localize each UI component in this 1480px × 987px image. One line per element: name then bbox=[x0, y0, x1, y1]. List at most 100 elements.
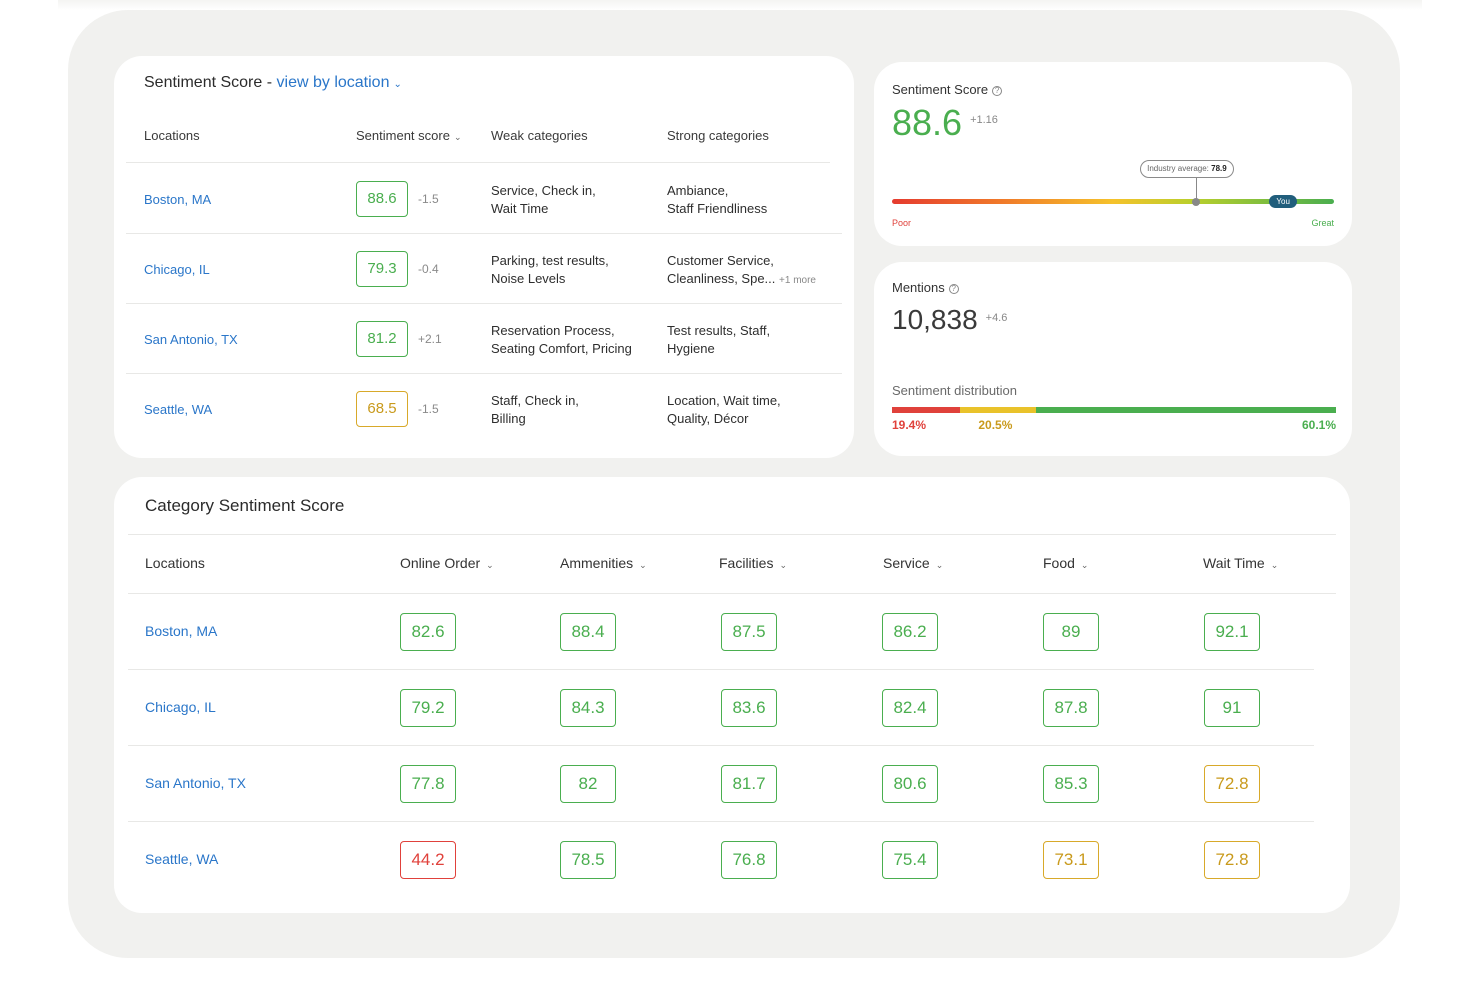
industry-average-label: Industry average: bbox=[1147, 164, 1209, 173]
sentiment-score-value-row: 88.6 +1.16 bbox=[892, 102, 998, 144]
score-delta: -1.5 bbox=[418, 402, 439, 416]
strong-categories-line: Staff Friendliness bbox=[667, 200, 837, 218]
header-category[interactable]: Wait Time ⌄ bbox=[1203, 555, 1278, 571]
weak-categories-line: Reservation Process, bbox=[491, 323, 615, 338]
strong-categories-line: Hygiene bbox=[667, 340, 837, 358]
header-label: Facilities bbox=[719, 555, 774, 571]
weak-categories-line: Parking, test results, bbox=[491, 253, 609, 268]
score-badge: 44.2 bbox=[400, 841, 456, 879]
distribution-segment bbox=[892, 407, 961, 413]
mentions-label-text: Mentions bbox=[892, 280, 945, 295]
weak-categories-line: Noise Levels bbox=[491, 271, 566, 286]
location-link[interactable]: Chicago, IL bbox=[145, 699, 216, 715]
strong-categories-line: Quality, Décor bbox=[667, 410, 837, 428]
strong-categories: Ambiance, Staff Friendliness bbox=[667, 182, 837, 218]
score-badge: 68.5 bbox=[356, 391, 408, 427]
header-label: Locations bbox=[145, 555, 205, 571]
more-categories-link[interactable]: +1 more bbox=[779, 275, 816, 286]
strong-categories-text: Staff Friendliness bbox=[667, 201, 768, 216]
sentiment-score-delta: +1.16 bbox=[970, 114, 998, 126]
header-locations: Locations bbox=[145, 555, 205, 571]
header-label: Service bbox=[883, 555, 930, 571]
score-badge: 72.8 bbox=[1204, 765, 1260, 803]
score-badge: 82 bbox=[560, 765, 616, 803]
location-link[interactable]: Seattle, WA bbox=[145, 851, 219, 867]
distribution-value: 20.5% bbox=[978, 418, 1013, 432]
weak-categories-line: Billing bbox=[491, 411, 526, 426]
industry-average-pill: Industry average: 78.9 bbox=[1140, 160, 1234, 178]
score-badge: 82.6 bbox=[400, 613, 456, 651]
location-link[interactable]: Boston, MA bbox=[144, 192, 212, 207]
strong-categories-text: Quality, Décor bbox=[667, 411, 749, 426]
industry-average-stem bbox=[1196, 178, 1198, 200]
gauge-great-label: Great bbox=[1311, 218, 1334, 228]
distribution-segment bbox=[960, 407, 1036, 413]
chevron-down-icon: ⌄ bbox=[453, 132, 462, 142]
location-link[interactable]: Chicago, IL bbox=[144, 262, 210, 277]
mentions-delta: +4.6 bbox=[985, 312, 1008, 324]
header-category[interactable]: Facilities ⌄ bbox=[719, 555, 787, 571]
sentiment-distribution-label: Sentiment distribution bbox=[892, 383, 1018, 398]
chevron-down-icon: ⌄ bbox=[486, 560, 494, 570]
score-badge: 88.6 bbox=[356, 181, 408, 217]
strong-categories: Location, Wait time, Quality, Décor bbox=[667, 392, 837, 428]
table-row: Chicago, IL 79.3 -0.4 Parking, test results… bbox=[114, 233, 854, 304]
header-category[interactable]: Food ⌄ bbox=[1043, 555, 1088, 571]
header-label: Wait Time bbox=[1203, 555, 1265, 571]
view-by-location-label: view by location bbox=[276, 74, 390, 91]
score-delta: -1.5 bbox=[418, 192, 439, 206]
mentions-value-row: 10,838 +4.6 bbox=[892, 304, 1007, 336]
help-icon[interactable]: ? bbox=[948, 284, 959, 294]
mentions-card: Mentions? 10,838 +4.6 Sentiment distribut… bbox=[874, 262, 1352, 456]
industry-average-marker bbox=[1192, 198, 1201, 206]
location-link[interactable]: Seattle, WA bbox=[144, 402, 213, 417]
header-label: Ammenities bbox=[560, 555, 634, 571]
score-badge: 75.4 bbox=[882, 841, 938, 879]
chevron-down-icon: ⌄ bbox=[1080, 560, 1089, 570]
divider bbox=[126, 303, 842, 304]
weak-categories-line: Wait Time bbox=[491, 201, 549, 216]
distribution-segment bbox=[1035, 407, 1336, 413]
help-icon[interactable]: ? bbox=[992, 86, 1003, 96]
weak-categories: Parking, test results, Noise Levels bbox=[491, 252, 661, 288]
strong-categories-line: Test results, Staff, bbox=[667, 323, 771, 338]
top-strip bbox=[58, 0, 1422, 10]
chevron-down-icon: ⌄ bbox=[639, 560, 647, 570]
distribution-value: 60.1% bbox=[1301, 418, 1336, 432]
header-sentiment-score-label: Sentiment score bbox=[356, 128, 450, 143]
header-category[interactable]: Online Order ⌄ bbox=[400, 555, 494, 571]
divider bbox=[126, 233, 842, 234]
chevron-down-icon: ⌄ bbox=[779, 560, 788, 570]
divider bbox=[126, 373, 842, 374]
header-category[interactable]: Service ⌄ bbox=[883, 555, 943, 571]
header-sentiment-score[interactable]: Sentiment score ⌄ bbox=[356, 128, 461, 143]
header-category[interactable]: Ammenities ⌄ bbox=[560, 555, 647, 571]
location-link[interactable]: Boston, MA bbox=[145, 623, 218, 639]
chevron-down-icon: ⌄ bbox=[1270, 560, 1279, 570]
score-badge: 86.2 bbox=[882, 613, 938, 651]
score-badge: 88.4 bbox=[560, 613, 616, 651]
score-badge: 79.3 bbox=[356, 251, 408, 287]
location-link[interactable]: San Antonio, TX bbox=[145, 775, 246, 791]
score-badge: 91 bbox=[1204, 689, 1260, 727]
sentiment-distribution-bar bbox=[892, 407, 1336, 413]
header-strong-categories: Strong categories bbox=[667, 128, 769, 143]
sentiment-by-location-card: Sentiment Score - view by location ⌄ Loca… bbox=[114, 56, 854, 458]
score-badge: 79.2 bbox=[400, 689, 456, 727]
strong-categories-text: Cleanliness, Spe... bbox=[667, 271, 776, 286]
view-by-location-dropdown[interactable]: view by location ⌄ bbox=[277, 74, 402, 91]
mentions-value: 10,838 bbox=[892, 304, 978, 335]
divider bbox=[128, 821, 1314, 822]
strong-categories-line: Location, Wait time, bbox=[667, 393, 781, 408]
divider bbox=[126, 162, 830, 163]
location-link[interactable]: San Antonio, TX bbox=[144, 332, 238, 347]
chevron-down-icon: ⌄ bbox=[935, 560, 944, 570]
weak-categories: Service, Check in, Wait Time bbox=[491, 182, 661, 218]
strong-categories-line: Customer Service, bbox=[667, 253, 774, 268]
score-badge: 87.8 bbox=[1043, 689, 1099, 727]
sentiment-score-label-text: Sentiment Score bbox=[892, 82, 989, 97]
divider bbox=[128, 745, 1314, 746]
score-badge: 76.8 bbox=[721, 841, 777, 879]
score-badge: 87.5 bbox=[721, 613, 777, 651]
score-badge: 80.6 bbox=[882, 765, 938, 803]
